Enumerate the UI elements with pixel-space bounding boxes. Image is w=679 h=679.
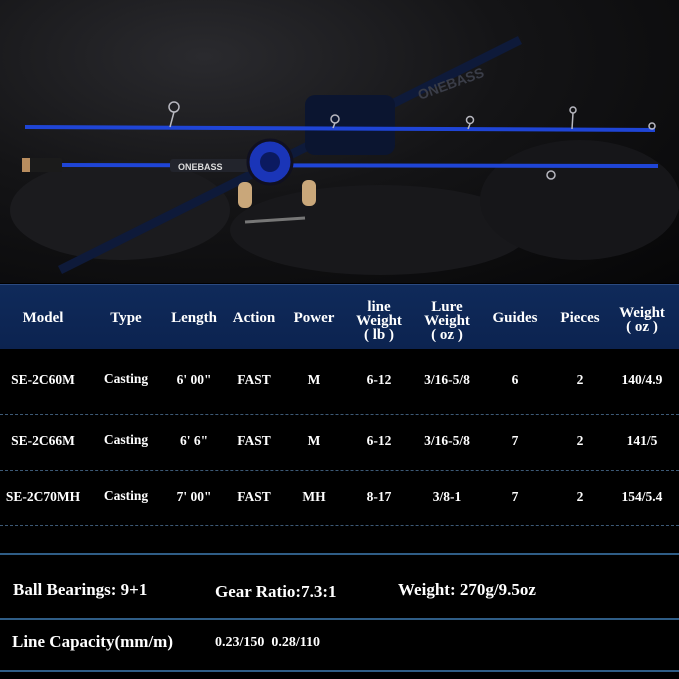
rod-guide	[546, 170, 556, 180]
row-divider	[0, 414, 679, 415]
table-cell: 141/5	[626, 433, 658, 448]
table-cell: SE-2C66M	[11, 433, 75, 448]
rod-guides	[168, 101, 656, 130]
table-cell: 8-17	[366, 489, 392, 504]
table-cell: M	[307, 433, 321, 448]
column-header: Weight( oz )	[619, 305, 665, 335]
column-header-line: Weight	[424, 313, 470, 329]
column-header: Model	[22, 310, 64, 326]
column-header: Action	[232, 310, 276, 326]
row-divider	[0, 525, 679, 526]
column-header-line: Length	[171, 310, 217, 326]
column-header-line: Type	[110, 310, 142, 326]
table-cell: 2	[576, 372, 584, 387]
background-reel	[305, 95, 395, 155]
product-photo: ONEBASS ONEBASS	[0, 0, 679, 283]
table-cell: M	[307, 372, 321, 387]
column-header-line: Model	[22, 310, 64, 326]
column-header-line: ( oz )	[626, 319, 658, 335]
ball-bearings: Ball Bearings: 9+1	[13, 580, 148, 599]
table-cell: 7	[511, 433, 519, 448]
table-cell: MH	[302, 489, 326, 504]
section-divider	[0, 553, 679, 555]
table-cell: 7	[511, 489, 519, 504]
rock	[230, 185, 530, 275]
table-cell: 7' 00"	[176, 489, 212, 504]
brand-logo-seat: ONEBASS	[178, 162, 223, 172]
line-capacity-label: Line Capacity(mm/m)	[12, 632, 174, 651]
table-cell: 6' 00"	[176, 372, 212, 387]
rock	[10, 160, 230, 260]
column-header-line: Power	[293, 310, 335, 326]
table-cell: 6	[511, 372, 519, 387]
table-cell: 6-12	[366, 433, 392, 448]
reel-spool	[260, 152, 280, 172]
column-header-line: Guides	[492, 310, 538, 326]
column-header: Pieces	[560, 310, 600, 326]
table-cell: 6' 6"	[179, 433, 209, 448]
gear-ratio: Gear Ratio:7.3:1	[215, 582, 337, 601]
line-capacity-values: 0.23/150 0.28/110	[215, 635, 321, 650]
table-header	[0, 284, 679, 349]
handle-knob-right	[302, 180, 316, 206]
table-cell: 6-12	[366, 372, 392, 387]
table-cell: SE-2C70MH	[5, 489, 81, 504]
table-cell: 2	[576, 489, 584, 504]
column-header: line Weight( lb )	[356, 299, 402, 343]
column-header-line: ( lb )	[364, 327, 394, 343]
column-header: Length	[171, 310, 217, 326]
handle-knob-left	[238, 182, 252, 208]
rod-reel-illustration: ONEBASS ONEBASS	[10, 35, 679, 275]
reel-weight: Weight: 270g/9.5oz	[398, 580, 536, 599]
column-header-line: Pieces	[560, 310, 600, 326]
table-cell: 3/16-5/8	[424, 372, 470, 387]
reel-handle	[244, 216, 306, 224]
section-divider	[0, 670, 679, 672]
table-cell: Casting	[103, 371, 149, 386]
column-header-line: Lure	[431, 299, 463, 315]
column-header: Power	[293, 310, 335, 326]
column-header: Guides	[492, 310, 538, 326]
table-cell: FAST	[237, 489, 271, 504]
table-cell: SE-2C60M	[11, 372, 75, 387]
column-header-line: line	[367, 299, 391, 315]
column-header-line: Action	[232, 310, 276, 326]
column-header: Type	[110, 310, 142, 326]
cork-end	[22, 158, 30, 172]
row-divider	[0, 470, 679, 471]
table-cell: Casting	[103, 488, 149, 503]
column-header-line: ( oz )	[431, 327, 463, 343]
rod-butt-grip	[22, 158, 62, 172]
table-cell: 3/8-1	[432, 489, 462, 504]
rod-tip-section	[24, 125, 656, 132]
section-divider	[0, 618, 679, 620]
table-cell: Casting	[103, 432, 149, 447]
table-cell: 154/5.4	[621, 489, 663, 504]
table-cell: FAST	[237, 433, 271, 448]
reel-seat	[170, 159, 250, 172]
column-header-line: Weight	[356, 313, 402, 329]
column-header: Lure Weight( oz )	[424, 299, 470, 343]
rod-butt-section	[61, 163, 659, 168]
table-cell: 3/16-5/8	[424, 433, 470, 448]
table-cell: FAST	[237, 372, 271, 387]
rock	[480, 140, 679, 260]
table-cell: 140/4.9	[621, 372, 663, 387]
table-cell: 2	[576, 433, 584, 448]
column-header-line: Weight	[619, 305, 665, 321]
